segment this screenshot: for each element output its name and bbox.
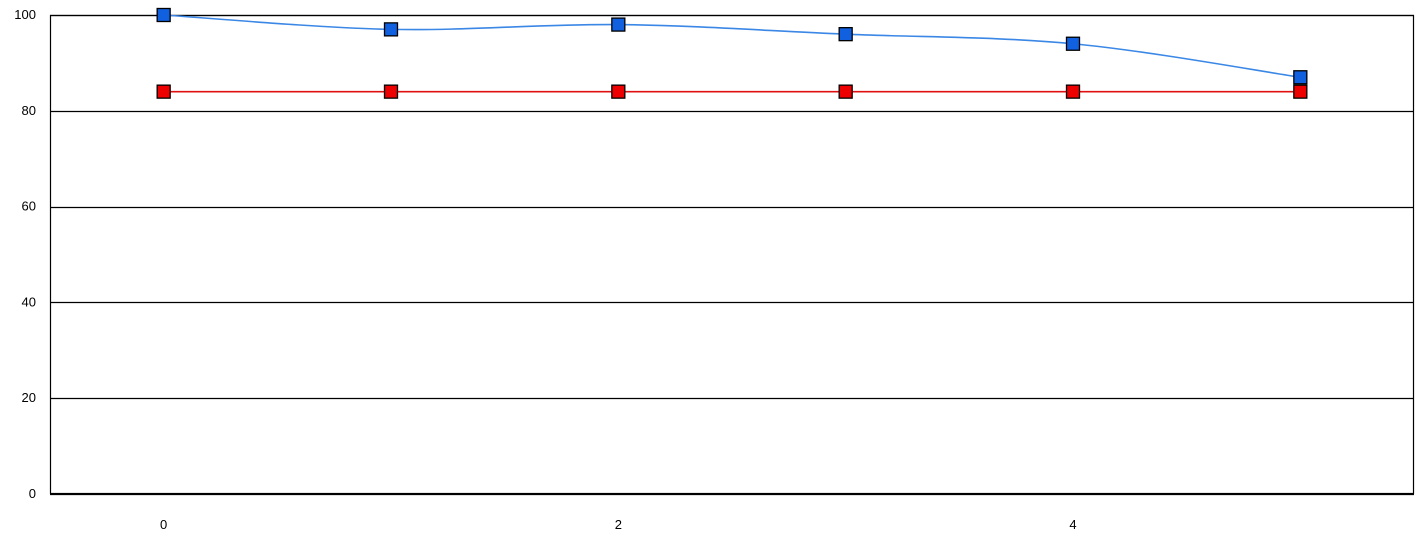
series-0-point-3 [838,27,853,42]
grid-lines [50,14,1414,496]
y-tick-label-80: 80 [22,103,36,118]
y-tick-labels: 0 20 40 60 80 100 [14,7,36,501]
y-tick-label-60: 60 [22,199,36,214]
x-tick-label-4: 4 [1069,517,1076,532]
series-1-point-4 [1065,84,1081,99]
axes [49,14,1415,495]
plot-frame [49,14,1415,495]
series-0-point-5 [1293,70,1308,85]
series-0-point-0 [156,7,171,23]
series-1-point-3 [838,84,853,99]
series-lines [163,14,1301,93]
x-tick-label-2: 2 [615,517,622,532]
series-0-line [163,14,1301,79]
series-1-point-5 [1293,84,1308,99]
series-markers [156,7,1308,99]
series-1-point-0 [156,84,171,99]
series-1-point-1 [383,84,399,99]
series-0-point-2 [611,17,626,32]
x-tick-labels: 0 2 4 [160,517,1077,532]
series-1-point-2 [611,84,626,99]
y-tick-label-0: 0 [29,486,36,501]
series-0-point-4 [1065,36,1081,51]
x-tick-label-0: 0 [160,517,167,532]
series-0-point-1 [383,22,399,37]
y-tick-label-40: 40 [22,294,36,309]
y-tick-label-20: 20 [22,390,36,405]
y-tick-label-100: 100 [14,7,36,22]
